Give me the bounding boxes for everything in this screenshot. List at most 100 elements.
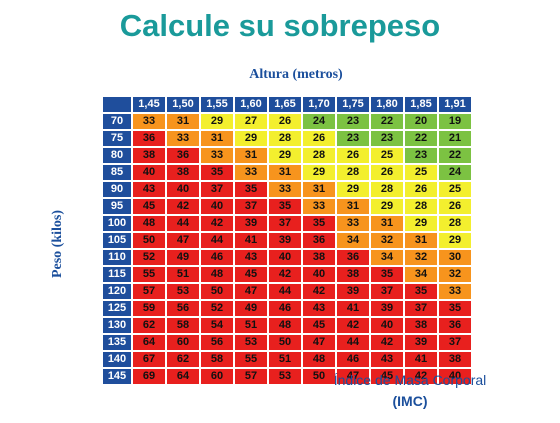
bmi-cell: 25 — [405, 165, 437, 180]
bmi-cell: 29 — [201, 114, 233, 129]
bmi-cell: 35 — [405, 284, 437, 299]
bmi-cell: 45 — [133, 199, 165, 214]
bmi-cell: 39 — [337, 284, 369, 299]
bmi-cell: 40 — [439, 369, 471, 384]
weight-header: 90 — [103, 182, 131, 197]
bmi-cell: 48 — [269, 318, 301, 333]
bmi-cell: 35 — [269, 199, 301, 214]
bmi-cell: 28 — [337, 165, 369, 180]
table-row: 100 48 44 42 39 37 35 33 31 29 28 — [103, 216, 471, 231]
bmi-cell: 23 — [405, 148, 437, 163]
bmi-cell: 25 — [439, 182, 471, 197]
bmi-cell: 23 — [371, 131, 403, 146]
corner-cell — [103, 97, 131, 112]
bmi-cell: 42 — [167, 199, 199, 214]
bmi-cell: 28 — [269, 131, 301, 146]
bmi-cell: 34 — [371, 250, 403, 265]
bmi-cell: 47 — [303, 335, 335, 350]
bmi-cell: 32 — [439, 267, 471, 282]
bmi-cell: 31 — [405, 233, 437, 248]
weight-header: 100 — [103, 216, 131, 231]
bmi-cell: 57 — [235, 369, 267, 384]
bmi-cell: 35 — [303, 216, 335, 231]
table-row: 90 43 40 37 35 33 31 29 28 26 25 — [103, 182, 471, 197]
height-header: 1,80 — [371, 97, 403, 112]
table-row: 145 69 64 60 57 53 50 47 45 42 40 — [103, 369, 471, 384]
bmi-cell: 60 — [201, 369, 233, 384]
bmi-cell: 31 — [167, 114, 199, 129]
bmi-cell: 62 — [133, 318, 165, 333]
bmi-cell: 24 — [303, 114, 335, 129]
table-row: 140 67 62 58 55 51 48 46 43 41 38 — [103, 352, 471, 367]
bmi-cell: 37 — [405, 301, 437, 316]
bmi-cell: 47 — [337, 369, 369, 384]
page-title: Calcule su sobrepeso — [119, 8, 441, 43]
bmi-cell: 36 — [303, 233, 335, 248]
height-header: 1,60 — [235, 97, 267, 112]
bmi-cell: 20 — [405, 114, 437, 129]
table-row: 110 52 49 46 43 40 38 36 34 32 30 — [103, 250, 471, 265]
bmi-cell: 39 — [235, 216, 267, 231]
weight-header: 125 — [103, 301, 131, 316]
table-row: 115 55 51 48 45 42 40 38 35 34 32 — [103, 267, 471, 282]
bmi-cell: 38 — [337, 267, 369, 282]
weight-header: 85 — [103, 165, 131, 180]
height-header: 1,50 — [167, 97, 199, 112]
bmi-cell: 50 — [133, 233, 165, 248]
bmi-cell: 29 — [405, 216, 437, 231]
bmi-cell: 43 — [371, 352, 403, 367]
bmi-cell: 49 — [235, 301, 267, 316]
weight-header: 120 — [103, 284, 131, 299]
bmi-cell: 29 — [303, 165, 335, 180]
bmi-cell: 51 — [269, 352, 301, 367]
bmi-table: 1,45 1,50 1,55 1,60 1,65 1,70 1,75 1,80 1,85 1,91… — [101, 95, 473, 386]
bmi-cell: 40 — [303, 267, 335, 282]
bmi-cell: 45 — [303, 318, 335, 333]
bmi-cell: 29 — [371, 199, 403, 214]
bmi-cell: 55 — [235, 352, 267, 367]
bmi-cell: 38 — [303, 250, 335, 265]
bmi-cell: 33 — [201, 148, 233, 163]
bmi-cell: 19 — [439, 114, 471, 129]
bmi-cell: 38 — [167, 165, 199, 180]
bmi-cell: 35 — [439, 301, 471, 316]
bmi-cell: 33 — [133, 114, 165, 129]
bmi-cell: 54 — [201, 318, 233, 333]
bmi-cell: 33 — [303, 199, 335, 214]
y-axis-label: Peso (kilos) — [50, 209, 65, 279]
bmi-cell: 31 — [371, 216, 403, 231]
bmi-cell: 44 — [269, 284, 301, 299]
bmi-cell: 52 — [133, 250, 165, 265]
bmi-cell: 51 — [167, 267, 199, 282]
bmi-cell: 35 — [201, 165, 233, 180]
table-row: 95 45 42 40 37 35 33 31 29 28 26 — [103, 199, 471, 214]
bmi-cell: 43 — [303, 301, 335, 316]
bmi-cell: 51 — [235, 318, 267, 333]
table-row: 130 62 58 54 51 48 45 42 40 38 36 — [103, 318, 471, 333]
bmi-cell: 37 — [439, 335, 471, 350]
bmi-cell: 56 — [167, 301, 199, 316]
bmi-cell: 22 — [405, 131, 437, 146]
bmi-cell: 46 — [337, 352, 369, 367]
bmi-cell: 22 — [371, 114, 403, 129]
bmi-cell: 48 — [303, 352, 335, 367]
bmi-cell: 36 — [337, 250, 369, 265]
bmi-cell: 29 — [269, 148, 301, 163]
bmi-cell: 42 — [371, 335, 403, 350]
bmi-cell: 36 — [167, 148, 199, 163]
bmi-cell: 33 — [167, 131, 199, 146]
height-header: 1,65 — [269, 97, 301, 112]
bmi-cell: 30 — [439, 250, 471, 265]
bmi-cell: 43 — [235, 250, 267, 265]
bmi-cell: 28 — [439, 216, 471, 231]
bmi-cell: 64 — [167, 369, 199, 384]
bmi-cell: 28 — [303, 148, 335, 163]
bmi-cell: 41 — [337, 301, 369, 316]
bmi-cell: 67 — [133, 352, 165, 367]
bmi-cell: 46 — [201, 250, 233, 265]
weight-header: 145 — [103, 369, 131, 384]
bmi-cell: 45 — [235, 267, 267, 282]
bmi-cell: 53 — [269, 369, 301, 384]
bmi-cell: 44 — [337, 335, 369, 350]
bmi-cell: 26 — [371, 165, 403, 180]
